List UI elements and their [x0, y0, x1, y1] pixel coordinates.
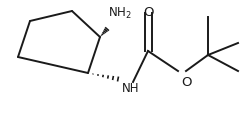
- Text: O: O: [143, 6, 153, 19]
- Text: NH$_2$: NH$_2$: [108, 6, 132, 21]
- Text: O: O: [181, 75, 192, 88]
- Text: NH: NH: [122, 81, 140, 94]
